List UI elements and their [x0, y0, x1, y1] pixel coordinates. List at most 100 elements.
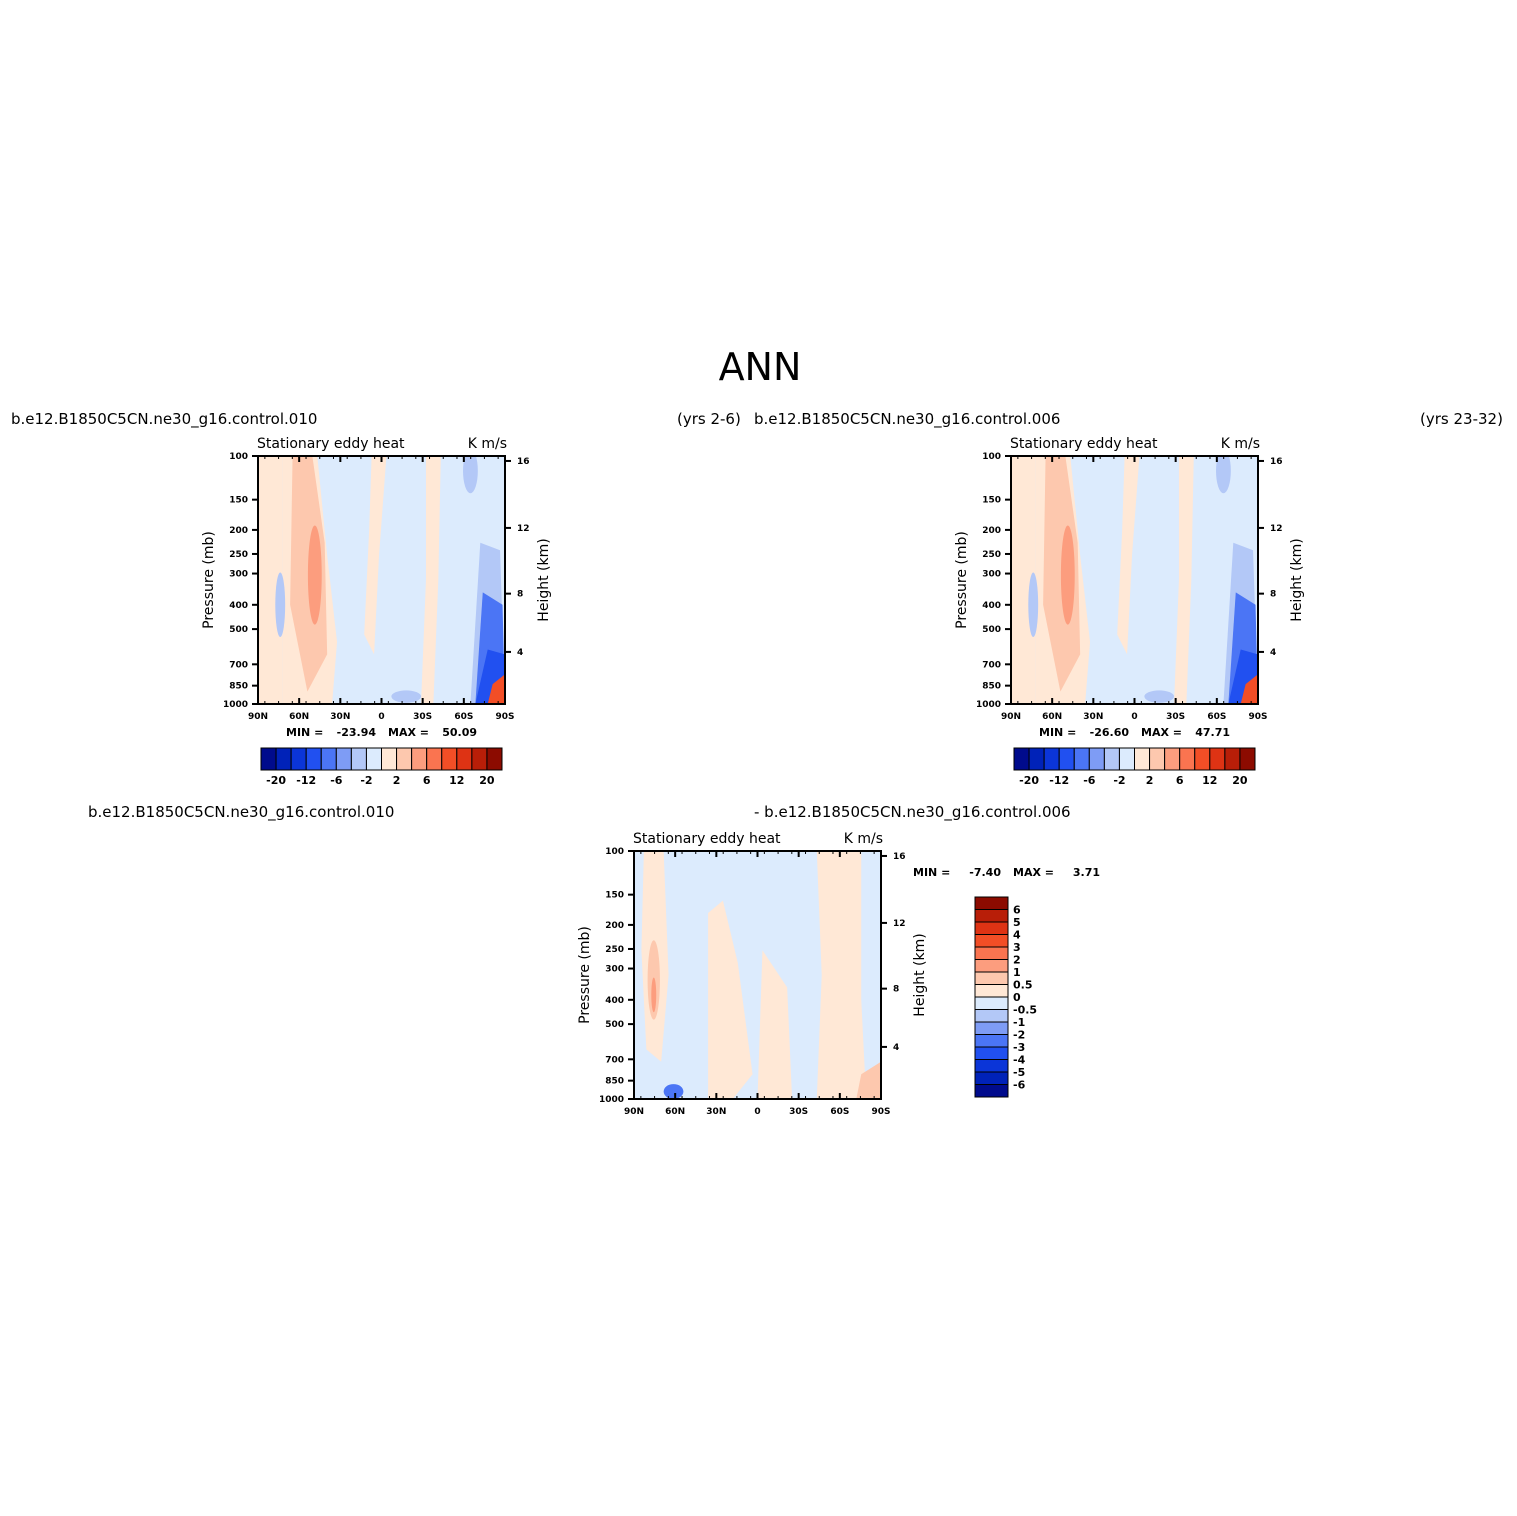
colorbar-label: -3	[1013, 1041, 1025, 1054]
colorbar-label: -12	[296, 774, 316, 787]
x-tick-label: 90S	[495, 712, 514, 722]
panel-right-title: K m/s	[1221, 436, 1260, 452]
y-tick-label: 500	[229, 625, 248, 635]
y-axis-label: Pressure (mb)	[577, 926, 593, 1024]
colorbar-box	[305, 747, 322, 771]
colorbar-label: 20	[479, 774, 495, 787]
colorbar-label: -6	[1083, 774, 1096, 787]
x-tick-label: 90N	[1001, 712, 1021, 722]
colorbar-box	[1179, 747, 1196, 771]
y-tick-label: 1000	[599, 1095, 624, 1105]
colorbar-box	[365, 747, 382, 771]
colorbar-box	[1118, 747, 1135, 771]
y-right-tick-label: 8	[893, 985, 899, 995]
min-label: MIN =	[1039, 726, 1076, 739]
colorbar-box	[974, 946, 1009, 960]
contour-blob-surface	[663, 1084, 684, 1099]
contour-core-max	[307, 525, 322, 625]
contour-core-max	[1060, 525, 1075, 625]
colorbar-box	[974, 971, 1009, 985]
colorbar-box	[974, 896, 1009, 910]
colorbar-box	[974, 1034, 1009, 1048]
colorbar-label: 2	[393, 774, 401, 787]
y-tick-label: 100	[229, 452, 248, 462]
colorbar-label: -2	[360, 774, 372, 787]
colorbar-label: -4	[1013, 1054, 1026, 1067]
y-axis-label-right: Height (km)	[912, 933, 928, 1016]
x-tick-label: 30N	[1083, 712, 1103, 722]
colorbar-label: -5	[1013, 1066, 1025, 1079]
x-tick-label: 60S	[454, 712, 473, 722]
panel-left-title: Stationary eddy heat	[257, 436, 405, 452]
max-label: MAX =	[1013, 866, 1054, 879]
colorbar-box	[1149, 747, 1166, 771]
contour-band-tropics	[708, 900, 753, 1099]
y-right-tick-label: 4	[517, 648, 523, 658]
colorbar-box	[1209, 747, 1226, 771]
min-value: -23.94	[337, 726, 377, 739]
colorbar-box	[456, 747, 473, 771]
x-tick-label: 60S	[830, 1107, 849, 1117]
colorbar-label: -6	[1013, 1079, 1026, 1092]
colorbar-label: 12	[449, 774, 464, 787]
colorbar-box	[1239, 747, 1256, 771]
colorbar-box	[260, 747, 277, 771]
colorbar-label: -6	[330, 774, 343, 787]
colorbar-box	[974, 1059, 1009, 1073]
colorbar-box	[974, 959, 1009, 973]
colorbar-box	[974, 1071, 1009, 1085]
colorbar-box	[411, 747, 428, 771]
colorbar-box	[974, 909, 1009, 923]
contour-south-red	[856, 1061, 881, 1099]
colorbar-box	[1028, 747, 1045, 771]
x-tick-label: 60N	[665, 1107, 685, 1117]
y-tick-label: 1000	[223, 700, 248, 710]
colorbar-box	[290, 747, 307, 771]
y-tick-label: 400	[982, 601, 1001, 611]
colorbar-label: 12	[1202, 774, 1217, 787]
caption-left-years: (yrs 2-6)	[677, 410, 741, 428]
y-tick-label: 300	[982, 570, 1001, 580]
contour-band-south	[421, 456, 441, 704]
caption-right: b.e12.B1850C5CN.ne30_g16.control.006	[754, 410, 1060, 429]
y-right-tick-label: 12	[1270, 524, 1283, 534]
colorbar-label: 20	[1232, 774, 1248, 787]
contour-band-south	[1174, 456, 1194, 704]
caption-right-years: (yrs 23-32)	[1420, 410, 1503, 428]
y-right-tick-label: 12	[517, 524, 530, 534]
x-tick-label: 30S	[413, 712, 432, 722]
caption-left: b.e12.B1850C5CN.ne30_g16.control.010	[11, 410, 317, 429]
x-tick-label: 30N	[706, 1107, 726, 1117]
panel-left-title: Stationary eddy heat	[1010, 436, 1158, 452]
min-label: MIN =	[913, 866, 950, 879]
colorbar-label: 6	[1013, 904, 1021, 917]
colorbar-box	[974, 1021, 1009, 1035]
colorbar-box	[320, 747, 337, 771]
x-tick-label: 90S	[1248, 712, 1267, 722]
panel-left-title: Stationary eddy heat	[633, 831, 781, 847]
colorbar-box	[1088, 747, 1105, 771]
y-tick-label: 1000	[976, 700, 1001, 710]
colorbar-label: -20	[1019, 774, 1039, 787]
y-right-tick-label: 16	[517, 457, 530, 467]
colorbar-label: 2	[1146, 774, 1154, 787]
colorbar-box	[486, 747, 503, 771]
max-label: MAX =	[388, 726, 429, 739]
colorbar-box	[1164, 747, 1181, 771]
x-tick-label: 60N	[1042, 712, 1062, 722]
contour-blob-top	[1216, 456, 1231, 494]
contour-field	[1011, 456, 1258, 704]
contour-field	[634, 851, 881, 1099]
colorbar-label: 1	[1013, 966, 1021, 979]
x-tick-label: 0	[378, 712, 384, 722]
y-tick-label: 250	[229, 550, 248, 560]
y-tick-label: 150	[982, 496, 1001, 506]
max-label: MAX =	[1141, 726, 1182, 739]
colorbar-label: 3	[1013, 941, 1021, 954]
y-right-tick-label: 12	[893, 919, 906, 929]
colorbar-label: 5	[1013, 916, 1021, 929]
contour-field	[258, 456, 505, 704]
colorbar-label: -2	[1113, 774, 1125, 787]
